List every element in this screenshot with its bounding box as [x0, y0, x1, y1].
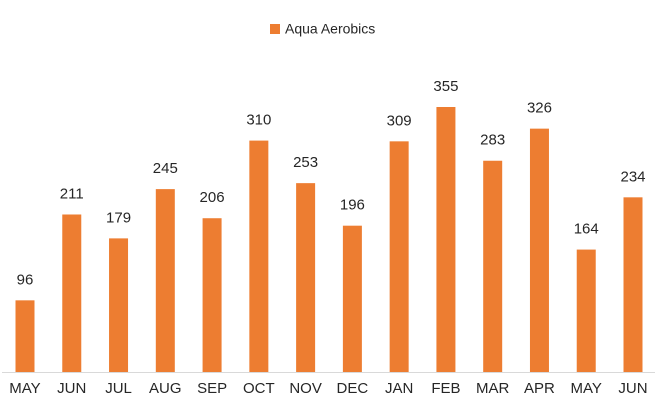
data-label: 355	[433, 78, 458, 95]
bar	[109, 238, 129, 372]
x-tick-label: MAR	[476, 380, 510, 397]
data-label: 179	[106, 209, 131, 226]
data-label: 164	[574, 221, 599, 238]
x-tick-label: FEB	[431, 380, 460, 397]
legend: Aqua Aerobics	[270, 21, 375, 37]
data-label: 309	[387, 112, 412, 129]
x-tick-label: MAY	[571, 380, 602, 397]
x-tick-label: DEC	[337, 380, 369, 397]
bar	[249, 140, 269, 372]
bar	[623, 197, 643, 372]
bar	[15, 300, 35, 372]
bar	[342, 225, 362, 372]
data-label: 96	[17, 271, 34, 288]
data-label: 245	[153, 160, 178, 177]
bar	[576, 249, 596, 372]
data-label: 206	[200, 189, 225, 206]
x-tick-label: NOV	[289, 380, 322, 397]
data-label: 234	[620, 168, 645, 185]
data-label: 211	[60, 185, 84, 202]
bar	[389, 141, 409, 372]
bar	[155, 189, 175, 372]
data-label: 253	[293, 154, 318, 171]
x-tick-label: AUG	[149, 380, 182, 397]
bar	[483, 160, 503, 372]
x-tick-label: JAN	[385, 380, 413, 397]
x-tick-label: SEP	[197, 380, 227, 397]
x-tick-label: JUN	[618, 380, 647, 397]
bar	[62, 214, 82, 372]
bar	[529, 128, 549, 372]
legend-swatch	[270, 24, 280, 34]
data-label: 326	[527, 100, 552, 117]
legend-label: Aqua Aerobics	[285, 21, 375, 37]
data-label: 196	[340, 197, 365, 214]
x-tick-label: APR	[524, 380, 555, 397]
x-tick-label: MAY	[9, 380, 40, 397]
bar	[202, 218, 222, 372]
x-tick-label: JUN	[57, 380, 86, 397]
x-tick-label: JUL	[105, 380, 132, 397]
x-tick-label: OCT	[243, 380, 275, 397]
bar	[436, 107, 456, 372]
data-label: 283	[480, 132, 505, 149]
bar	[296, 183, 316, 372]
data-label: 310	[246, 112, 271, 129]
